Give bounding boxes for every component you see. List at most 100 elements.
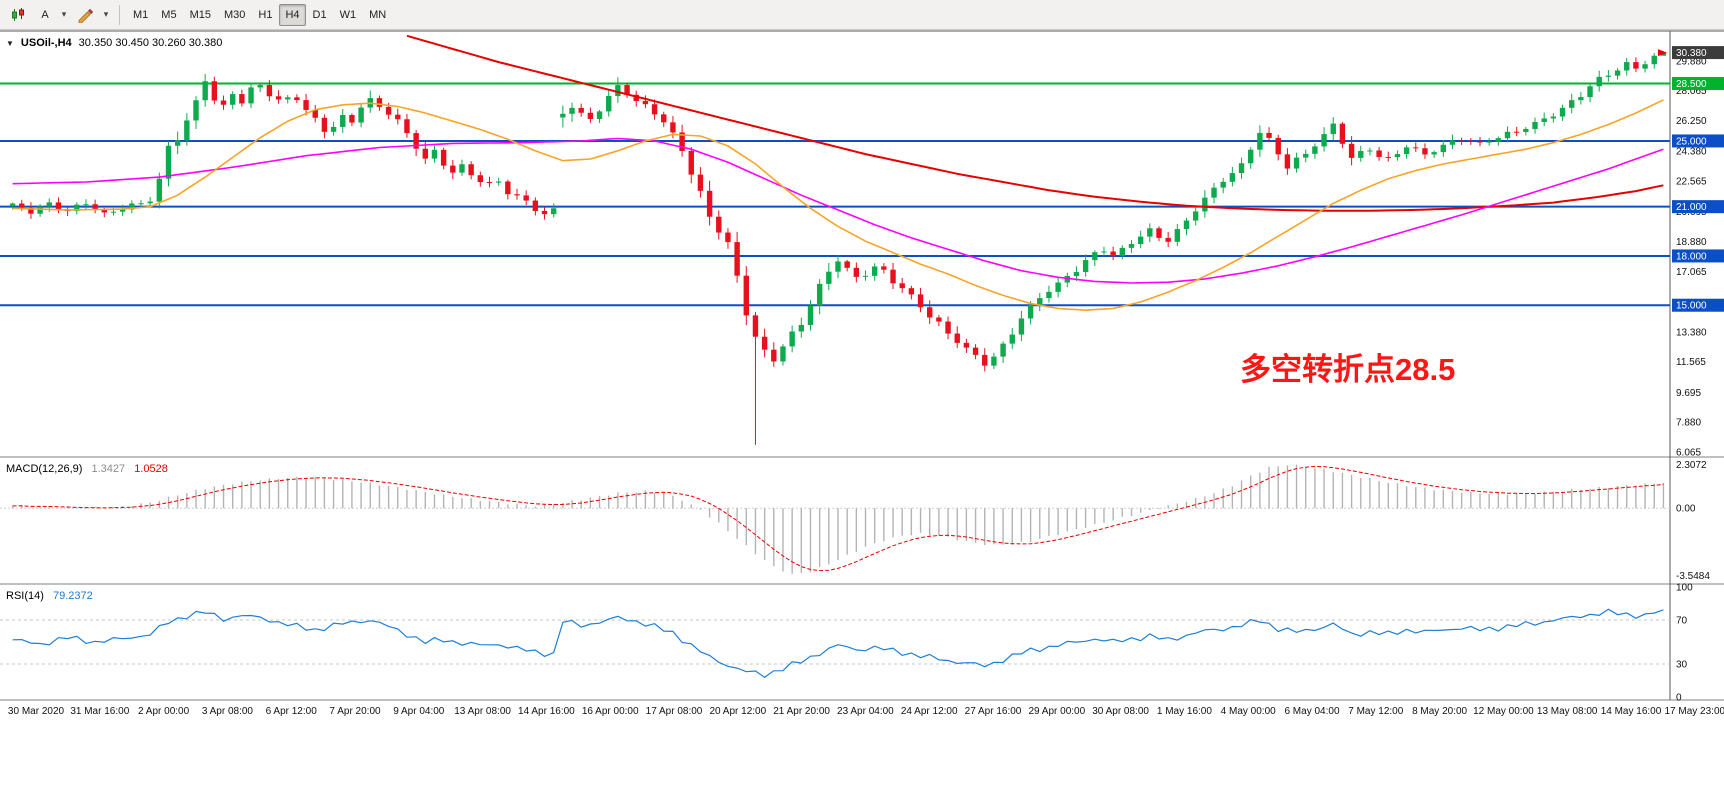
- price-tag-label: 21.000: [1676, 202, 1707, 213]
- candle-body: [1156, 228, 1162, 238]
- candle-body: [1550, 116, 1557, 119]
- macd-panel: 2.3072 0.00 -3.5484: [0, 460, 1710, 582]
- timeframe-button-m1[interactable]: M1: [127, 4, 154, 26]
- candle-body: [807, 305, 814, 325]
- time-label: 30 Mar 2020: [8, 706, 65, 717]
- price-tick: 13.380: [1676, 327, 1707, 338]
- candle-body: [1303, 153, 1309, 158]
- candle-body: [303, 100, 309, 110]
- time-label: 16 Apr 00:00: [582, 706, 639, 717]
- time-label: 7 May 12:00: [1348, 706, 1403, 717]
- time-label: 17 Apr 08:00: [646, 706, 703, 717]
- candlestick-chart-icon: [12, 7, 24, 21]
- draw-tool-button[interactable]: [71, 4, 99, 26]
- candle-body: [532, 200, 539, 211]
- candle-body: [385, 106, 392, 115]
- rsi-line: [12, 608, 1664, 679]
- collapse-icon[interactable]: ▼: [6, 38, 14, 48]
- candle-body: [413, 133, 419, 149]
- time-label: 21 Apr 20:00: [773, 706, 830, 717]
- candle-body: [642, 101, 649, 105]
- candle-body: [1449, 140, 1456, 145]
- candle-body: [615, 85, 621, 97]
- timeframe-button-h4[interactable]: H4: [279, 3, 306, 26]
- candle-body: [1495, 138, 1502, 142]
- candle-body: [202, 81, 208, 101]
- candle-body: [9, 203, 16, 206]
- time-label: 29 Apr 00:00: [1028, 706, 1085, 717]
- candle-body: [110, 211, 117, 213]
- candle-body: [459, 164, 465, 173]
- candle-body: [587, 112, 594, 119]
- candle-body: [468, 164, 474, 176]
- timeframe-button-w1[interactable]: W1: [334, 4, 363, 26]
- candle-body: [74, 204, 80, 212]
- price-tick: 24.380: [1676, 147, 1707, 158]
- candle-body: [129, 203, 135, 210]
- candle-body: [991, 356, 997, 366]
- candle-body: [688, 150, 694, 175]
- chevron-down-icon[interactable]: ▾: [58, 4, 70, 26]
- candle-body: [890, 269, 896, 284]
- candle-body: [899, 283, 905, 289]
- price-tick: 18.880: [1676, 237, 1707, 248]
- chevron-down-icon[interactable]: ▾: [100, 4, 112, 26]
- candle-body: [1541, 118, 1547, 122]
- candle-body: [1642, 64, 1648, 69]
- candle-body: [1559, 107, 1566, 117]
- chart-canvas[interactable]: 29.88028.06526.25024.38022.56520.69518.8…: [0, 30, 1724, 794]
- timeframe-button-d1[interactable]: D1: [307, 4, 333, 26]
- timeframe-button-m5[interactable]: M5: [155, 4, 182, 26]
- candle-body: [358, 107, 364, 123]
- candle-body: [1110, 251, 1116, 256]
- candle-body: [789, 331, 795, 347]
- timeframe-button-h1[interactable]: H1: [252, 4, 278, 26]
- candle-body: [28, 207, 34, 214]
- timeframe-button-m30[interactable]: M30: [218, 4, 251, 26]
- candle-body: [1596, 76, 1602, 87]
- candle-body: [55, 202, 62, 210]
- candle-body: [101, 209, 107, 213]
- candle-body: [505, 181, 511, 195]
- rsi-indicator-label: RSI(14) 79.2372: [6, 590, 99, 602]
- horizontal-level-lines[interactable]: [0, 82, 1670, 307]
- candle-body: [1413, 147, 1419, 149]
- candle-body: [450, 165, 456, 173]
- candle-body: [1624, 62, 1630, 71]
- candle-body: [1037, 298, 1043, 305]
- price-tick: 6.065: [1676, 448, 1701, 459]
- ma-fast-orange: [12, 99, 1664, 312]
- price-tick: 29.880: [1676, 56, 1707, 67]
- rsi-value: 79.2372: [52, 590, 93, 602]
- candle-body: [1257, 132, 1263, 150]
- candle-body: [1128, 243, 1135, 248]
- rsi-tick: 0: [1676, 693, 1682, 704]
- chart-window[interactable]: 29.88028.06526.25024.38022.56520.69518.8…: [0, 30, 1724, 794]
- candle-body: [19, 203, 25, 208]
- candle-body: [37, 206, 43, 214]
- candle-body: [1633, 62, 1639, 69]
- time-label: 31 Mar 16:00: [70, 706, 129, 717]
- candle-body: [431, 149, 438, 159]
- candle-body: [798, 324, 805, 332]
- candle-body: [404, 119, 410, 134]
- candle-body: [1376, 150, 1382, 157]
- candle-body: [349, 115, 355, 123]
- candle-body: [1660, 52, 1667, 56]
- price-axis[interactable]: 29.88028.06526.25024.38022.56520.69518.8…: [1658, 46, 1724, 459]
- timeframe-button-m15[interactable]: M15: [184, 4, 217, 26]
- time-axis[interactable]: 30 Mar 2020 31 Mar 16:00 2 Apr 00:00 3 Apr …: [8, 706, 1724, 717]
- text-tool-button[interactable]: A: [33, 4, 57, 26]
- candle-body: [972, 347, 979, 355]
- candle-body: [92, 204, 98, 210]
- candle-body: [239, 94, 245, 104]
- candle-body: [257, 85, 263, 88]
- chart-type-button[interactable]: [4, 4, 32, 26]
- timeframe-button-mn[interactable]: MN: [363, 4, 392, 26]
- candlesticks: [9, 51, 1667, 445]
- price-tag: [1672, 46, 1724, 60]
- candle-body: [229, 94, 236, 105]
- candle-body: [1119, 247, 1126, 256]
- candle-body: [275, 96, 282, 100]
- candle-body: [578, 107, 584, 113]
